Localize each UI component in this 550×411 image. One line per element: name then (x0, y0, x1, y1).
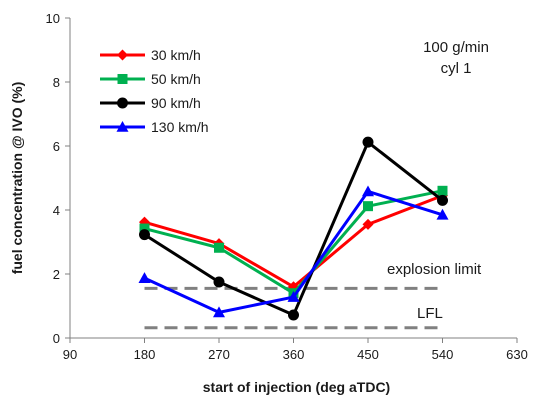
data-point (436, 208, 449, 220)
legend-swatch-marker (116, 121, 129, 132)
y-tick-label: 10 (46, 11, 60, 26)
annotation-cylinder: cyl 1 (441, 60, 472, 77)
x-tick-label: 360 (283, 347, 305, 362)
y-tick-label: 8 (53, 75, 60, 90)
legend-entry: 50 km/h (151, 71, 201, 87)
data-point (139, 229, 150, 241)
data-point (287, 291, 300, 302)
data-point (363, 201, 373, 212)
data-point (362, 185, 374, 197)
data-point (288, 309, 299, 321)
data-point (362, 218, 374, 230)
legend-swatch-marker (117, 74, 128, 84)
data-point (362, 136, 374, 148)
data-point (139, 223, 150, 234)
y-tick-label: 6 (53, 139, 60, 154)
lfl-label: LFL (417, 305, 443, 322)
y-tick-label: 2 (53, 267, 60, 282)
x-tick-label: 450 (357, 347, 379, 362)
data-point (213, 276, 225, 288)
y-axis-title: fuel concentration @ IVO (%) (9, 82, 25, 275)
legend-entry: 90 km/h (151, 95, 201, 111)
data-point (138, 272, 151, 283)
data-point (213, 306, 225, 318)
plot-area: 0 2 4 6 8 10 90 180 270 360 450 540 630 start of inje… (9, 11, 528, 395)
explosion-limit-label: explosion limit (387, 261, 482, 278)
x-tick-label: 180 (134, 347, 156, 362)
legend-entry: 30 km/h (151, 47, 201, 63)
y-tick-label: 0 (53, 331, 60, 346)
data-point (437, 185, 448, 196)
legend-entry: 130 km/h (151, 119, 209, 135)
x-tick-label: 540 (432, 347, 454, 362)
x-tick-label: 630 (506, 347, 528, 362)
x-tick-label: 90 (63, 347, 77, 362)
data-point (437, 194, 448, 206)
legend-swatch-marker (117, 49, 128, 61)
x-axis-title: start of injection (deg aTDC) (203, 379, 390, 395)
data-point (214, 242, 224, 253)
y-tick-label: 4 (53, 203, 60, 218)
legend-swatch-marker (117, 97, 128, 109)
x-tick-label: 270 (208, 347, 230, 362)
annotation-rate: 100 g/min (423, 39, 489, 56)
